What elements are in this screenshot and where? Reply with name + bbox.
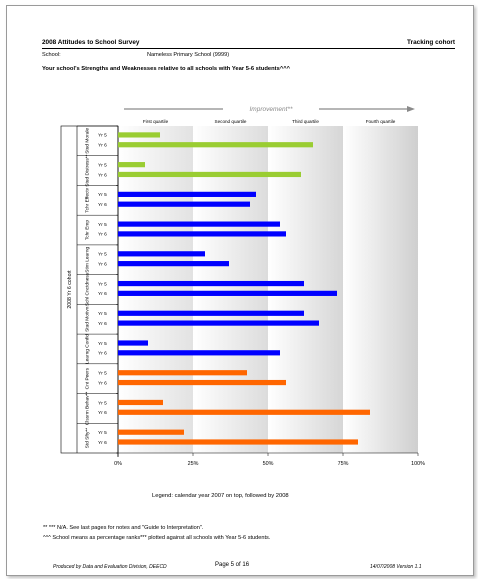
row-label-yr5: Yr 5 bbox=[98, 222, 107, 228]
bar-yr5 bbox=[118, 399, 163, 406]
row-label-yr6: Yr 6 bbox=[98, 410, 107, 416]
header-rule bbox=[42, 48, 455, 49]
group-label: Tchr Effectv bbox=[85, 187, 91, 213]
row-label-yr5: Yr 5 bbox=[98, 162, 107, 168]
quartile-heading: First quartile bbox=[143, 119, 169, 124]
report-page: 2008 Attitudes to School Survey Tracking… bbox=[6, 5, 474, 576]
quartile-chart: Improvement** First quartile Second quarti… bbox=[60, 103, 425, 467]
bar-yr6 bbox=[118, 350, 280, 356]
x-tick-label: 25% bbox=[188, 461, 199, 467]
bar-yr5 bbox=[118, 132, 160, 138]
row-label-yr6: Yr 6 bbox=[98, 143, 107, 149]
cohort-label: 2008 Yr 6 cohort bbox=[67, 270, 73, 309]
bar-yr5 bbox=[118, 340, 148, 346]
row-label-yr6: Yr 6 bbox=[98, 351, 107, 357]
group-label: Stim Learng bbox=[85, 247, 91, 273]
row-label-yr6: Yr 6 bbox=[98, 321, 107, 327]
x-tick-label: 0% bbox=[114, 461, 122, 467]
row-label-yr5: Yr 5 bbox=[98, 192, 107, 198]
bar-yr6 bbox=[118, 439, 358, 445]
row-label-yr5: Yr 5 bbox=[98, 430, 107, 436]
group-label: Tchr Emp bbox=[85, 220, 91, 241]
note-line-1: ** *** N/A. See last pages for notes and… bbox=[43, 525, 204, 531]
bar-yr6 bbox=[118, 171, 301, 178]
x-tick-label: 75% bbox=[338, 461, 349, 467]
row-label-yr5: Yr 5 bbox=[98, 371, 107, 377]
bar-yr5 bbox=[118, 370, 247, 376]
note-line-2: ^^^ School means as percentage ranks*** … bbox=[43, 535, 271, 541]
quartile-heading: Fourth quartile bbox=[366, 119, 396, 124]
report-title: 2008 Attitudes to School Survey bbox=[42, 39, 140, 46]
row-label-yr6: Yr 6 bbox=[98, 440, 107, 446]
group-label: Schl Cnctdness bbox=[85, 272, 91, 306]
improvement-arrowhead bbox=[407, 106, 415, 112]
improvement-label: Improvement** bbox=[250, 106, 293, 113]
bar-yr5 bbox=[118, 310, 304, 316]
bar-yr5 bbox=[118, 221, 280, 227]
row-label-yr6: Yr 6 bbox=[98, 291, 107, 297]
row-label-yr6: Yr 6 bbox=[98, 380, 107, 386]
group-label: Learng Confid bbox=[85, 334, 91, 364]
footer-produced-by: Produced by Data and Evaluation Division… bbox=[53, 564, 167, 570]
bar-yr5 bbox=[118, 191, 256, 197]
row-label-yr6: Yr 6 bbox=[98, 172, 107, 178]
row-label-yr5: Yr 5 bbox=[98, 341, 107, 347]
row-label-yr5: Yr 5 bbox=[98, 311, 107, 317]
row-label-yr5: Yr 5 bbox=[98, 400, 107, 406]
quartile-band bbox=[343, 126, 418, 453]
quartile-band bbox=[118, 126, 193, 453]
group-label: Clssrm Behav** bbox=[85, 391, 91, 425]
bar-yr6 bbox=[118, 379, 286, 386]
chart-subtitle: Your school's Strengths and Weaknesses r… bbox=[42, 66, 290, 72]
x-tick-label: 100% bbox=[411, 461, 425, 467]
school-name: Nameless Primary School (9999) bbox=[147, 52, 230, 58]
footer-version: 14/07/2008 Version 1.1 bbox=[370, 564, 422, 570]
quartile-band bbox=[193, 126, 268, 453]
row-label-yr5: Yr 5 bbox=[98, 281, 107, 287]
row-label-yr5: Yr 5 bbox=[98, 133, 107, 139]
school-label: School: bbox=[42, 52, 61, 58]
bar-yr5 bbox=[118, 162, 145, 168]
group-label: Stud Motivn bbox=[85, 306, 91, 332]
row-label-yr5: Yr 5 bbox=[98, 252, 107, 258]
bar-yr6 bbox=[118, 409, 370, 415]
group-label: Cnt Peers bbox=[85, 367, 91, 389]
group-label: Stud Distress** bbox=[85, 154, 91, 186]
bar-yr6 bbox=[118, 231, 286, 237]
quartile-band bbox=[268, 126, 343, 453]
bar-yr6 bbox=[118, 320, 319, 326]
row-label-yr6: Yr 6 bbox=[98, 232, 107, 238]
tracking-label: Tracking cohort bbox=[407, 39, 455, 46]
quartile-heading: Third quartile bbox=[292, 119, 319, 124]
footer-page-number: Page 5 of 16 bbox=[215, 562, 250, 568]
group-label: Std Sfty** bbox=[85, 428, 91, 449]
bar-yr5 bbox=[118, 251, 205, 257]
x-tick-label: 50% bbox=[263, 461, 274, 467]
bar-yr6 bbox=[118, 142, 313, 148]
bar-yr6 bbox=[118, 201, 250, 207]
improvement-label-bg bbox=[223, 103, 319, 113]
group-label: Stud Morale bbox=[85, 128, 91, 154]
bar-yr5 bbox=[118, 429, 184, 435]
legend-text: Legend: calendar year 2007 on top, follo… bbox=[152, 493, 289, 499]
bar-yr6 bbox=[118, 261, 229, 267]
bar-yr5 bbox=[118, 280, 304, 287]
quartile-heading: Second quartile bbox=[215, 119, 247, 124]
bar-yr6 bbox=[118, 290, 337, 296]
row-label-yr6: Yr 6 bbox=[98, 202, 107, 208]
row-label-yr6: Yr 6 bbox=[98, 261, 107, 267]
